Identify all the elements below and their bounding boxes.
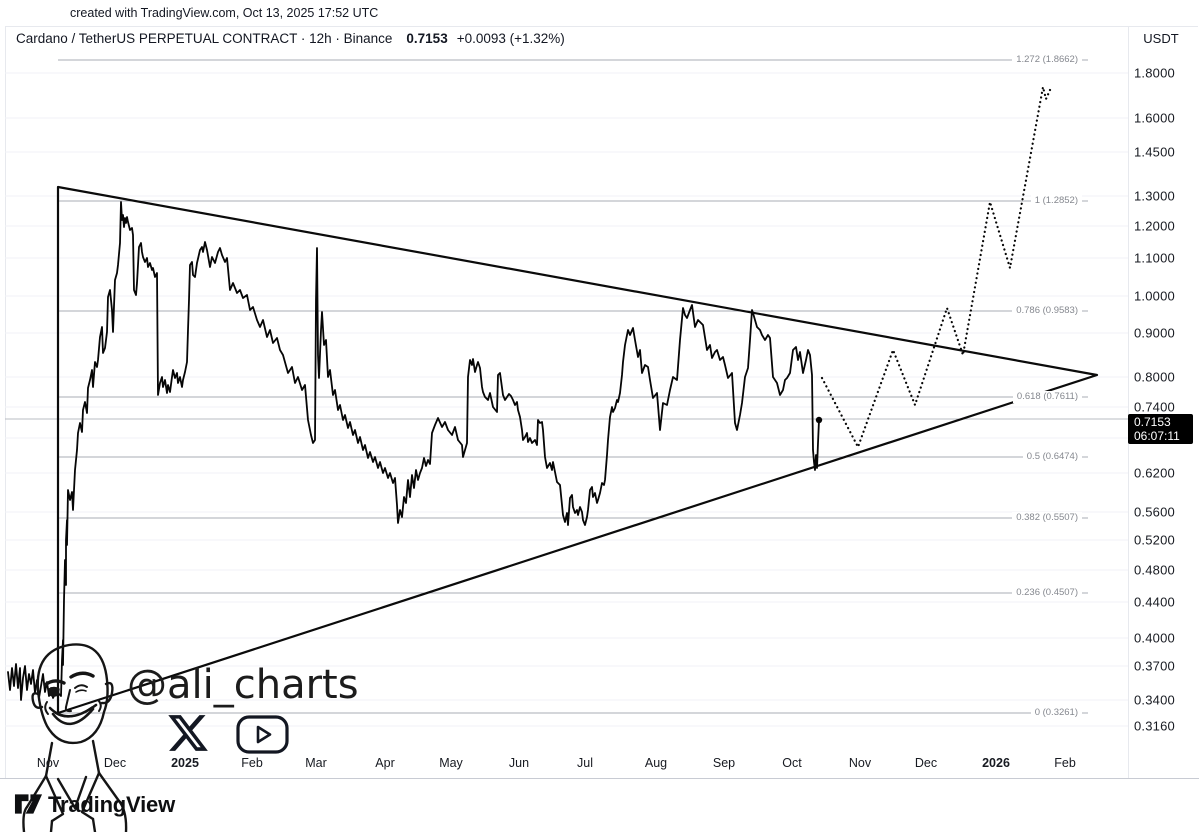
time-axis-label: 2026 bbox=[982, 756, 1010, 770]
price-axis-label: 1.3000 bbox=[1134, 188, 1175, 204]
time-axis-label: Feb bbox=[241, 756, 263, 770]
fib-level-label: 0.382 (0.5507) bbox=[1012, 512, 1082, 524]
tradingview-logo-icon[interactable] bbox=[14, 793, 43, 815]
price-axis-label: 0.4800 bbox=[1134, 562, 1175, 578]
time-axis-label: Dec bbox=[914, 756, 938, 770]
x-twitter-icon bbox=[168, 715, 208, 751]
fib-level-label: 0 (0.3261) bbox=[1030, 707, 1082, 719]
time-axis-label: Sep bbox=[712, 756, 736, 770]
time-axis-label: Jun bbox=[508, 756, 530, 770]
price-axis-label: 0.5600 bbox=[1134, 504, 1175, 520]
time-axis-label: May bbox=[439, 756, 463, 770]
time-axis-label: Feb bbox=[1054, 756, 1076, 770]
price-axis-label: 1.6000 bbox=[1134, 110, 1175, 126]
badge-price: 0.7153 bbox=[1134, 415, 1171, 429]
last-price: 0.7153 bbox=[406, 31, 448, 46]
last-price-dot bbox=[815, 416, 823, 424]
price-axis-label: 0.7400 bbox=[1134, 399, 1175, 415]
triangle-pattern[interactable] bbox=[56, 185, 1099, 715]
price-axis-label: 0.4400 bbox=[1134, 594, 1175, 610]
price-axis-label: 1.8000 bbox=[1134, 65, 1175, 81]
fib-level-label: 0.618 (0.7611) bbox=[1012, 391, 1082, 403]
time-axis-label: Jul bbox=[577, 756, 593, 770]
price-axis-label: 0.3160 bbox=[1134, 718, 1175, 734]
fib-level-label: 0.236 (0.4507) bbox=[1012, 587, 1082, 599]
watermark-handle: @ali_charts bbox=[127, 662, 359, 708]
fib-level-label: 1 (1.2852) bbox=[1030, 195, 1082, 207]
time-axis-label: Nov bbox=[36, 756, 60, 770]
symbol-header[interactable]: Cardano / TetherUS PERPETUAL CONTRACT · … bbox=[16, 31, 565, 46]
price-axis-label: 1.2000 bbox=[1134, 218, 1175, 234]
time-axis-label: Dec bbox=[103, 756, 127, 770]
last-price-countdown-badge[interactable]: 0.7153 06:07:11 bbox=[1128, 414, 1193, 444]
time-axis-label: Apr bbox=[375, 756, 395, 770]
price-axis-label: 0.3700 bbox=[1134, 658, 1175, 674]
price-axis-label: 1.1000 bbox=[1134, 250, 1175, 266]
symbol-title[interactable]: Cardano / TetherUS PERPETUAL CONTRACT · … bbox=[16, 31, 393, 46]
fib-level-label: 1.272 (1.8662) bbox=[1012, 54, 1082, 66]
price-series-line bbox=[7, 201, 820, 701]
projection-dotted-line[interactable] bbox=[820, 85, 1052, 449]
price-axis-label: 0.8000 bbox=[1134, 369, 1175, 385]
price-axis-label: 1.4500 bbox=[1134, 144, 1175, 160]
currency-toggle-usdt[interactable]: USDT bbox=[1143, 31, 1179, 46]
price-axis-label: 0.6200 bbox=[1134, 465, 1175, 481]
price-axis-label: 0.4000 bbox=[1134, 630, 1175, 646]
badge-countdown: 06:07:11 bbox=[1134, 429, 1180, 443]
created-with-note: created with TradingView.com, Oct 13, 20… bbox=[70, 6, 379, 20]
price-axis-label: 1.0000 bbox=[1134, 288, 1175, 304]
price-axis-label: 0.5200 bbox=[1134, 532, 1175, 548]
time-axis-label: Aug bbox=[644, 756, 668, 770]
time-axis-label: Nov bbox=[848, 756, 872, 770]
price-axis-label: 0.3400 bbox=[1134, 692, 1175, 708]
price-change: +0.0093 (+1.32%) bbox=[456, 31, 565, 46]
time-axis-label: Oct bbox=[782, 756, 802, 770]
price-axis-label: 0.9000 bbox=[1134, 325, 1175, 341]
tradingview-logo-text[interactable]: TradingView bbox=[48, 792, 175, 817]
time-axis-label: 2025 bbox=[171, 756, 199, 770]
youtube-icon bbox=[236, 715, 289, 754]
time-axis-label: Mar bbox=[305, 756, 327, 770]
fib-level-label: 0.786 (0.9583) bbox=[1012, 305, 1082, 317]
fib-level-label: 0.5 (0.6474) bbox=[1022, 451, 1082, 463]
